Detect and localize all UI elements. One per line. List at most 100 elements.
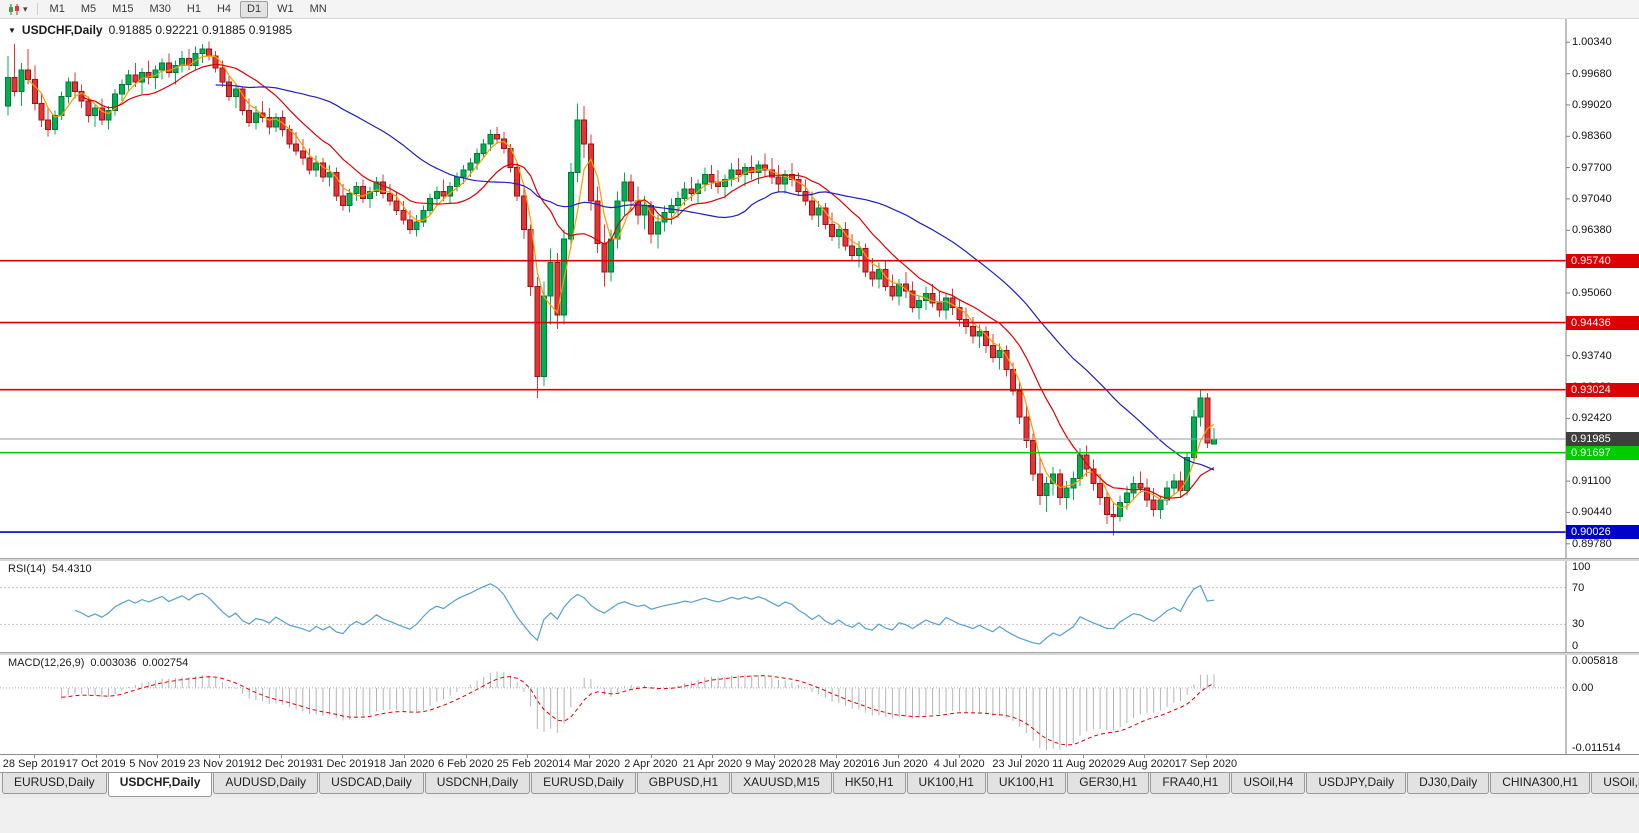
- rsi-label: RSI(14) 54.4310: [8, 563, 92, 575]
- ohl-values: 0.91885 0.92221 0.91885 0.91985: [108, 23, 293, 37]
- chart-tab-audusd-daily[interactable]: AUDUSD,Daily: [213, 773, 319, 794]
- time-axis-label: 17 Oct 2019: [65, 758, 126, 770]
- candlestick-chart-icon: [9, 3, 19, 15]
- chart-tab-hk50-h1[interactable]: HK50,H1: [832, 773, 906, 794]
- chart-tab-usdjpy-daily[interactable]: USDJPY,Daily: [1306, 773, 1407, 794]
- chart-canvas[interactable]: [0, 0, 1639, 754]
- current-price-label: 0.91985: [1566, 432, 1639, 446]
- price-line-label[interactable]: 0.94436: [1566, 315, 1639, 330]
- time-axis-label: 21 Apr 2020: [682, 758, 743, 770]
- horizontal-lines[interactable]: [0, 259, 1566, 533]
- macd-label: MACD(12,26,9) 0.003036 0.002754: [8, 657, 188, 669]
- price-line-label[interactable]: 0.95740: [1566, 253, 1639, 268]
- time-axis-tick: [959, 755, 961, 758]
- chart-tab-uk100-h1[interactable]: UK100,H1: [906, 773, 986, 794]
- time-axis-label: 29 Aug 2020: [1113, 758, 1176, 770]
- time-axis-tick: [34, 755, 35, 758]
- chart-tab-usdcnh-daily[interactable]: USDCNH,Daily: [424, 773, 531, 794]
- chart-tab-dj30-daily[interactable]: DJ30,Daily: [1407, 773, 1490, 794]
- price-axis-tick: 0.92420: [1572, 412, 1612, 425]
- rsi-axis-label: 30: [1572, 618, 1585, 631]
- chart-tab-usoil-h1[interactable]: USOil,H1: [1591, 773, 1639, 794]
- time-axis-tick: [95, 755, 97, 758]
- chart-tab-china300-h1[interactable]: CHINA300,H1: [1490, 773, 1591, 794]
- timeframe-m30[interactable]: M30: [149, 2, 171, 15]
- chart-menu-icon[interactable]: ▼: [8, 26, 16, 35]
- chart-tab-usoil-h4[interactable]: USOil,H4: [1231, 773, 1306, 794]
- rsi-axis-label: 70: [1572, 581, 1585, 594]
- price-axis-tick: 0.99680: [1572, 67, 1612, 80]
- price-line-label[interactable]: 0.93024: [1566, 382, 1639, 397]
- time-axis-label: 9 May 2020: [745, 758, 803, 770]
- time-axis-tick: [897, 755, 899, 758]
- chart-tab-xauusd-m15[interactable]: XAUUSD,M15: [731, 773, 832, 794]
- pane-splitter-macd[interactable]: [0, 652, 1639, 655]
- chart-title: ▼ USDCHF,Daily 0.91885 0.92221 0.91885 0…: [8, 23, 292, 37]
- price-axis-tick: 0.97040: [1572, 192, 1612, 205]
- timeframe-d1[interactable]: D1: [240, 0, 269, 18]
- chart-tab-eurusd-daily[interactable]: EURUSD,Daily: [2, 773, 107, 794]
- price-line-label[interactable]: 0.90026: [1566, 525, 1639, 540]
- chart-tab-usdcad-daily[interactable]: USDCAD,Daily: [319, 773, 424, 794]
- time-axis-label: 2 Apr 2020: [624, 758, 678, 770]
- rsi-value: 54.4310: [51, 563, 92, 575]
- macd-axis-label: -0.011514: [1572, 742, 1621, 754]
- time-axis-tick: [527, 755, 529, 758]
- time-axis-tick: [404, 755, 406, 758]
- macd-name: MACD(12,26,9): [8, 657, 85, 669]
- timeframe-m15[interactable]: M15: [112, 2, 134, 15]
- chart-tab-uk100-h1[interactable]: UK100,H1: [986, 773, 1067, 794]
- time-axis-label: 6 Feb 2020: [437, 758, 494, 770]
- time-axis-tick: [835, 755, 837, 758]
- time-axis-tick: [465, 755, 467, 758]
- price-axis-tick: 0.91100: [1572, 475, 1611, 488]
- price-axis-tick: 1.00340: [1572, 36, 1612, 49]
- rsi-pane: [0, 583, 1566, 645]
- chart-tab-usdchf-daily[interactable]: USDCHF,Daily: [107, 773, 213, 797]
- time-axis-label: 18 Jan 2020: [373, 758, 435, 770]
- time-axis-label: 28 Sep 2019: [2, 758, 66, 770]
- timeframe-mn[interactable]: MN: [309, 2, 327, 15]
- time-axis-label: 14 Mar 2020: [558, 758, 620, 770]
- pane-splitter-rsi[interactable]: [0, 558, 1639, 561]
- price-axis-tick: 0.99020: [1572, 98, 1612, 111]
- time-axis-tick: [712, 755, 714, 758]
- time-axis-label: 12 Dec 2019: [249, 758, 312, 770]
- price-line-label[interactable]: 0.91697: [1566, 445, 1639, 460]
- time-axis-tick: [342, 755, 344, 758]
- time-axis-label: 5 Nov 2019: [129, 758, 186, 770]
- time-axis-tick: [1020, 755, 1022, 758]
- macd-signal-value: 0.002754: [142, 657, 189, 669]
- chart-tab-ger30-h1[interactable]: GER30,H1: [1067, 773, 1150, 794]
- chart-tabs-bar: EURUSD,Daily USDCHF,Daily AUDUSD,Daily USDC…: [0, 772, 1639, 798]
- time-axis-tick: [589, 755, 591, 758]
- time-axis[interactable]: 28 Sep 2019 17 Oct 2019 5 Nov 2019 23 Nov 2…: [0, 754, 1639, 773]
- chart-tab-eurusd-daily[interactable]: EURUSD,Daily: [531, 773, 636, 794]
- toolbar-separator: [36, 3, 38, 15]
- time-axis-label: 4 Jul 2020: [933, 758, 985, 770]
- macd-axis-label: 0.005818: [1572, 655, 1618, 667]
- timeframe-w1[interactable]: W1: [277, 2, 294, 15]
- time-axis-label: 16 Jun 2020: [867, 758, 928, 770]
- time-axis-tick: [650, 755, 652, 758]
- timeframe-m1[interactable]: M1: [49, 2, 65, 15]
- time-axis-tick: [1144, 755, 1146, 758]
- price-axis-tick: 0.93740: [1572, 349, 1612, 362]
- status-strip: [0, 797, 1639, 833]
- chart-tab-gbpusd-h1[interactable]: GBPUSD,H1: [636, 773, 731, 794]
- timeframe-h1[interactable]: H1: [186, 2, 201, 15]
- price-axis-tick: 0.89780: [1572, 537, 1612, 550]
- time-axis-label: 23 Jul 2020: [992, 758, 1050, 770]
- chart-tab-fra40-h1[interactable]: FRA40,H1: [1150, 773, 1231, 794]
- price-axis-tick: 0.95060: [1572, 287, 1612, 299]
- timeframe-m5[interactable]: M5: [80, 2, 97, 15]
- time-axis-label: 11 Aug 2020: [1052, 758, 1114, 770]
- timeframe-h4[interactable]: H4: [216, 2, 232, 15]
- rsi-name: RSI(14): [8, 563, 46, 575]
- macd-pane: [0, 671, 1566, 751]
- macd-axis-label: 0.00: [1572, 681, 1594, 694]
- rsi-axis-label: 0: [1572, 640, 1579, 652]
- time-axis-label: 17 Sep 2020: [1174, 758, 1238, 770]
- chart-type-button[interactable]: ▾: [4, 1, 32, 17]
